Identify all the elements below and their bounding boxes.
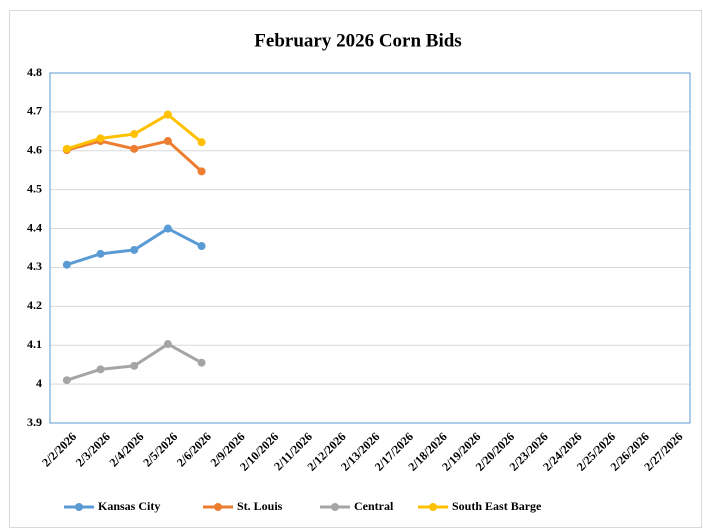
legend-label: South East Barge	[452, 499, 542, 513]
y-tick-label: 3.9	[27, 415, 42, 429]
legend-marker	[331, 503, 339, 511]
data-point	[163, 340, 172, 349]
legend-label: Kansas City	[98, 499, 160, 513]
data-point	[163, 110, 172, 119]
data-point	[96, 365, 105, 374]
legend-label: St. Louis	[237, 499, 283, 513]
y-tick-label: 4.1	[27, 337, 42, 351]
data-point	[62, 144, 71, 153]
data-point	[96, 249, 105, 258]
y-tick-label: 4	[36, 376, 42, 390]
y-tick-label: 4.4	[27, 220, 42, 234]
data-point	[197, 138, 206, 147]
data-point	[62, 260, 71, 269]
legend-marker	[214, 503, 222, 511]
data-point	[62, 376, 71, 385]
data-point	[197, 167, 206, 176]
data-point	[197, 242, 206, 251]
plot-border	[49, 72, 691, 424]
y-tick-label: 4.3	[27, 259, 42, 273]
data-point	[130, 144, 139, 153]
y-tick-label: 4.5	[27, 181, 42, 195]
data-point	[163, 224, 172, 233]
chart-title: February 2026 Corn Bids	[254, 30, 461, 51]
legend-marker	[429, 503, 437, 511]
data-point	[197, 358, 206, 367]
y-tick-label: 4.8	[27, 65, 42, 79]
y-tick-label: 4.6	[27, 143, 42, 157]
y-tick-label: 4.7	[27, 104, 42, 118]
data-point	[130, 245, 139, 254]
data-point	[130, 361, 139, 370]
data-point	[163, 137, 172, 146]
chart-frame	[9, 10, 702, 528]
data-point	[96, 134, 105, 143]
legend-marker	[75, 503, 83, 511]
data-point	[130, 130, 139, 139]
y-tick-label: 4.2	[27, 298, 42, 312]
legend-label: Central	[354, 499, 394, 513]
